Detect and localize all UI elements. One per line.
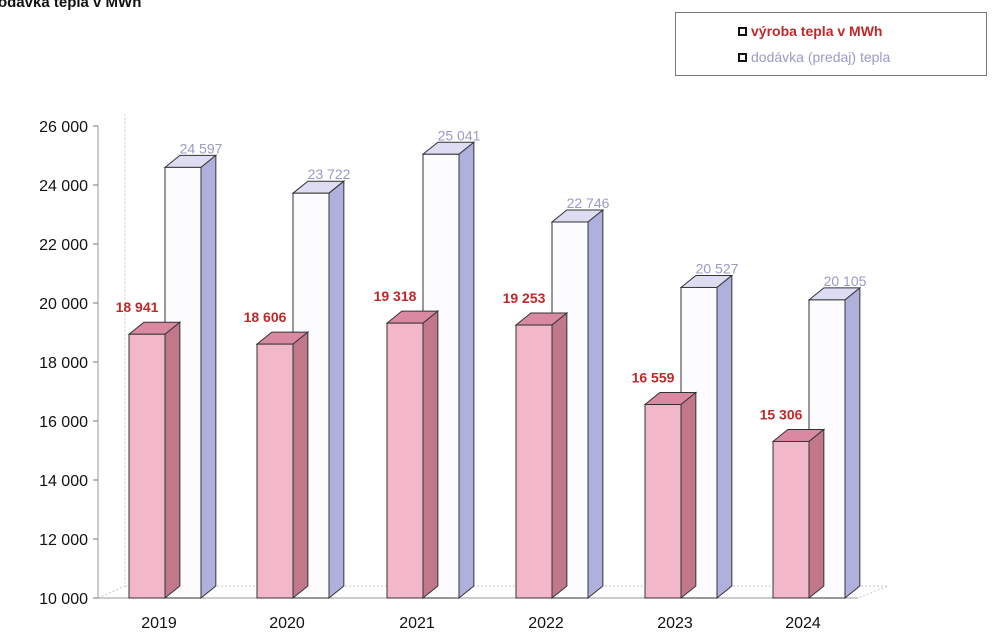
legend: výroba tepla v MWh dodávka (predaj) tepl… xyxy=(675,12,987,76)
data-label-production: 19 318 xyxy=(374,288,417,304)
floor-edge xyxy=(125,585,889,599)
x-tick-label: 2023 xyxy=(657,615,693,632)
y-tick-label: 16 000 xyxy=(39,414,88,431)
y-tick-label: 20 000 xyxy=(39,296,88,313)
data-label-production: 18 606 xyxy=(244,309,287,325)
y-tick-label: 18 000 xyxy=(39,355,88,372)
bar-supply-side xyxy=(328,180,345,600)
bar-supply-side xyxy=(844,286,861,600)
data-label-supply: 25 041 xyxy=(438,127,481,143)
data-label-supply: 22 746 xyxy=(567,195,610,211)
y-tick-label: 26 000 xyxy=(39,119,88,136)
legend-item-supply: dodávka (predaj) tepla xyxy=(738,47,890,67)
data-label-production: 16 559 xyxy=(632,370,675,386)
legend-swatch-production xyxy=(738,26,747,36)
y-tick-label: 24 000 xyxy=(39,178,88,195)
bar-supply-side xyxy=(587,208,604,600)
back-wall-edge xyxy=(97,114,126,599)
data-label-supply: 20 105 xyxy=(824,273,867,289)
legend-swatch-supply xyxy=(738,52,747,62)
data-label-supply: 23 722 xyxy=(308,166,351,182)
data-label-production: 15 306 xyxy=(760,406,803,422)
x-tick-label: 2019 xyxy=(141,615,177,632)
bar-production xyxy=(128,333,166,599)
legend-label-production: výroba tepla v MWh xyxy=(751,23,883,39)
bar-production xyxy=(772,440,810,599)
data-label-supply: 20 527 xyxy=(696,260,739,276)
bar-production-side xyxy=(808,428,825,600)
y-tick-label: 12 000 xyxy=(39,532,88,549)
bar-production xyxy=(644,404,682,599)
bar-production-side xyxy=(292,331,309,600)
bar-production-side xyxy=(551,311,568,600)
data-label-production: 18 941 xyxy=(116,299,159,315)
bar-supply-side xyxy=(716,274,733,600)
bar-production-side xyxy=(680,391,697,600)
y-tick-label: 10 000 xyxy=(39,591,88,608)
bar-production-side xyxy=(164,321,181,600)
data-label-supply: 24 597 xyxy=(180,140,223,156)
bar-supply-side xyxy=(200,154,217,600)
bar-production xyxy=(256,343,294,599)
legend-label-supply: dodávka (predaj) tepla xyxy=(751,49,891,65)
bar-production xyxy=(386,322,424,599)
chart-title: odávka tepla v MWh xyxy=(0,0,142,11)
bar-production xyxy=(515,324,553,599)
bar-production-side xyxy=(422,310,439,600)
x-tick-label: 2021 xyxy=(399,615,435,632)
x-tick-label: 2020 xyxy=(269,615,305,632)
x-tick-label: 2022 xyxy=(528,615,564,632)
y-tick-label: 22 000 xyxy=(39,237,88,254)
x-tick-label: 2024 xyxy=(785,615,821,632)
data-label-production: 19 253 xyxy=(503,290,546,306)
y-tick-label: 14 000 xyxy=(39,473,88,490)
bar-supply-side xyxy=(458,141,475,600)
legend-item-production: výroba tepla v MWh xyxy=(738,21,882,41)
